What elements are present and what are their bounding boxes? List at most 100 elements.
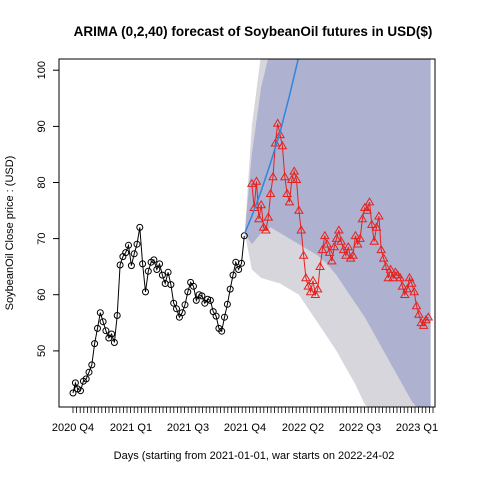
data-point [397,281,408,290]
data-point [156,260,164,268]
data-point [294,205,304,214]
data-point [317,244,328,254]
data-point [206,296,214,304]
prediction-bands [244,59,431,407]
data-point [212,312,220,320]
data-point [381,261,391,270]
data-point [192,296,200,304]
data-point [357,214,368,223]
data-point [414,309,424,318]
data-point [308,275,318,284]
x-tick-label: 2022 Q2 [282,422,324,434]
data-point [229,271,237,279]
data-point [184,288,192,296]
data-point [336,236,347,245]
data-point [418,320,429,329]
data-point [331,233,342,242]
data-point [99,318,107,326]
data-point [298,250,309,259]
data-point [310,289,321,298]
data-point [223,300,231,308]
data-point [69,389,77,397]
data-point [399,289,410,298]
data-point [150,256,158,264]
data-point [158,271,166,279]
x-axis-label: Days (starting from 2021-01-01, war star… [114,450,395,462]
data-point [350,230,361,240]
data-point [343,242,354,251]
data-point [254,214,264,223]
data-point [277,141,288,150]
y-tick-label: 50 [36,345,48,357]
y-tick-label: 100 [36,61,48,79]
data-point [334,225,344,234]
data-point [91,340,99,348]
data-point [88,361,96,369]
x-tick-label: 2021 Q3 [167,422,209,434]
data-point [122,249,130,257]
data-point [366,219,377,228]
data-point [275,129,285,139]
x-tick-label: 2022 Q3 [339,422,381,434]
data-point [385,264,396,273]
data-point [102,327,110,335]
x-axis: 2020 Q4 2021 Q1 2021 Q3 2021 Q4 2022 Q2 2022 … [52,407,438,434]
data-point [190,282,197,290]
data-point [279,171,290,181]
data-point [378,253,389,262]
y-axis-label: SoybeanOil Close price : (USD) [4,156,16,311]
data-point [144,267,152,275]
data-point [94,324,101,332]
data-point [125,241,132,249]
data-point [364,197,375,206]
data-point [411,301,422,310]
data-point [116,261,124,269]
data-point [345,253,356,262]
chart-title: ARIMA (0,2,40) forecast of SoybeanOil fu… [74,24,433,39]
data-point [369,236,380,245]
data-point [251,176,262,185]
y-axis: 50 60 70 80 90 100 [36,61,59,357]
data-point [113,312,121,319]
data-point [127,262,135,270]
data-point [409,286,420,296]
data-point [324,247,335,256]
data-point [173,305,180,313]
y-tick-label: 80 [36,176,48,188]
data-point [226,285,234,293]
data-point [388,272,398,282]
data-point [312,284,323,293]
data-series [69,59,434,397]
data-point [352,239,363,248]
x-tick-label: 2021 Q4 [224,422,266,434]
data-point [383,272,394,282]
data-point [289,166,300,175]
data-point [71,379,79,387]
data-point [261,225,271,234]
data-point [235,266,243,273]
data-point [256,199,267,209]
x-tick-label: 2023 Q1 [396,422,438,434]
data-point [153,266,161,273]
data-point [272,118,283,127]
data-point [362,205,372,214]
data-point [376,244,387,254]
y-tick-label: 70 [36,232,48,244]
data-point [263,212,274,221]
y-tick-label: 90 [36,120,48,132]
data-point [221,313,228,321]
data-point [110,339,118,346]
data-point [108,330,116,338]
data-point [240,232,248,240]
data-point [291,174,302,183]
data-point [395,272,405,282]
plot-area [58,58,436,408]
data-point [246,178,257,187]
data-point [218,327,226,335]
data-point [164,268,172,276]
data-point [374,211,384,220]
data-point [178,309,186,317]
data-point [319,230,330,240]
data-point [315,261,325,270]
